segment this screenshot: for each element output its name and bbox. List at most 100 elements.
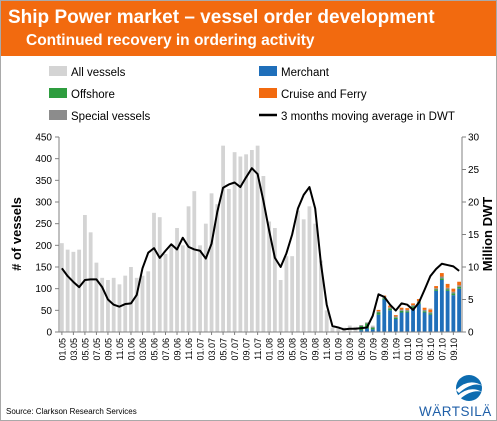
merchant-bar xyxy=(376,314,381,332)
special-vessels-bar xyxy=(445,287,450,290)
x-tick-label: 07.07 xyxy=(230,338,240,361)
all-vessels-bar xyxy=(232,152,237,332)
legend-swatch xyxy=(49,66,67,76)
all-vessels-bar xyxy=(134,277,139,332)
segment-stacked-bars xyxy=(359,273,462,332)
merchant-bar xyxy=(428,314,433,332)
y-tick-label: 150 xyxy=(35,263,52,274)
all-vessels-bar xyxy=(157,217,162,332)
x-tick-label: 07.09 xyxy=(368,338,378,361)
offshore-bar xyxy=(376,312,381,315)
x-tick-label: 05.05 xyxy=(80,338,90,361)
legend-item-special-vessels: Special vessels xyxy=(49,110,151,123)
special-vessels-bar xyxy=(439,276,444,279)
special-vessels-bar xyxy=(376,311,381,313)
merchant-bar xyxy=(359,330,364,332)
x-tick-label: 07.10 xyxy=(437,338,447,361)
y2-tick-label: 15 xyxy=(468,230,480,241)
y-tick-label: 400 xyxy=(35,154,52,165)
offshore-bar xyxy=(399,310,404,313)
y2-tick-label: 30 xyxy=(468,133,480,144)
y2-tick-label: 20 xyxy=(468,198,480,209)
merchant-bar xyxy=(399,312,404,332)
offshore-bar xyxy=(393,317,398,319)
legend-item-offshore: Offshore xyxy=(49,88,115,101)
legend-swatch xyxy=(259,88,277,98)
all-vessels-bar xyxy=(163,254,168,332)
all-vessels-bar xyxy=(83,215,87,332)
x-tick-label: 01.07 xyxy=(196,338,206,361)
x-tick-label: 01.10 xyxy=(403,338,413,361)
x-tick-label: 01.05 xyxy=(57,338,67,361)
offshore-bar xyxy=(370,327,375,330)
all-vessels-bar xyxy=(175,228,179,332)
x-tick-label: 11.09 xyxy=(391,338,401,360)
all-vessels-bar xyxy=(192,191,197,332)
x-tick-label: 03.10 xyxy=(414,338,424,361)
all-vessels-bar xyxy=(255,145,260,332)
offshore-bar xyxy=(411,306,415,309)
y-tick-label: 100 xyxy=(35,284,52,295)
x-tick-label: 03.06 xyxy=(138,338,148,361)
x-tick-label: 11.06 xyxy=(184,338,194,360)
x-tick-label: 07.05 xyxy=(92,338,102,361)
x-tick-label: 05.08 xyxy=(288,338,298,361)
legend-label: Special vessels xyxy=(71,111,151,123)
y2-tick-label: 0 xyxy=(468,328,474,339)
x-tick-label: 11.07 xyxy=(253,338,263,360)
merchant-bar xyxy=(393,319,398,332)
legend-label: Merchant xyxy=(281,67,330,79)
x-tick-label: 03.09 xyxy=(345,338,355,361)
y2-tick-label: 25 xyxy=(468,165,480,176)
all-vessels-bar xyxy=(221,145,225,332)
merchant-bar xyxy=(411,308,415,332)
x-tick-label: 01.09 xyxy=(334,338,344,361)
special-vessels-bar xyxy=(359,325,364,326)
x-tick-label: 03.07 xyxy=(207,338,217,361)
all-vessels-bar xyxy=(94,262,99,332)
x-tick-label: 01.08 xyxy=(265,338,275,361)
x-tick-label: 03.05 xyxy=(69,338,79,361)
merchant-bar xyxy=(445,290,450,332)
offshore-bar xyxy=(434,289,438,291)
cruise-ferry-bar xyxy=(399,307,404,310)
cruise-ferry-bar xyxy=(439,273,444,277)
merchant-bar xyxy=(388,310,392,332)
chart-axes: 0 50 100 150 200 250 300 350 400 450 0 5 10 15 20 25 30 0… xyxy=(35,133,479,361)
y-tick-label: 250 xyxy=(35,219,52,230)
cruise-ferry-bar xyxy=(451,288,456,292)
all-vessels-bar xyxy=(267,221,272,332)
all-vessels-bar xyxy=(100,277,105,332)
all-vessels-bar xyxy=(226,189,231,332)
legend-label: All vessels xyxy=(71,67,126,79)
offshore-bar xyxy=(428,313,433,315)
all-vessels-bar xyxy=(59,243,64,332)
offshore-bar xyxy=(388,308,392,311)
x-tick-label: 05.06 xyxy=(149,338,159,361)
special-vessels-bar xyxy=(428,312,433,314)
legend-label: 3 months moving average in DWT xyxy=(281,111,455,123)
x-tick-label: 09.07 xyxy=(242,338,252,361)
y-tick-label: 50 xyxy=(41,306,53,317)
all-vessels-bar xyxy=(296,210,300,332)
legend-label: Cruise and Ferry xyxy=(281,89,367,101)
x-tick-label: 05.09 xyxy=(357,338,367,361)
offshore-bar xyxy=(382,298,387,300)
moving-average-line xyxy=(61,167,460,331)
all-vessels-bar xyxy=(313,223,318,332)
y-tick-label: 350 xyxy=(35,176,52,187)
all-vessels-bar xyxy=(152,212,156,332)
cruise-ferry-bar xyxy=(388,305,392,308)
wartsila-logo: WÄRTSILÄ xyxy=(419,375,491,419)
y-tick-label: 450 xyxy=(35,133,52,144)
cruise-ferry-bar xyxy=(416,299,421,302)
special-vessels-bar xyxy=(365,322,369,324)
legend-label: Offshore xyxy=(71,89,115,101)
cruise-ferry-bar xyxy=(405,308,410,310)
all-vessels-bar xyxy=(249,150,254,332)
all-vessels-bar xyxy=(290,256,295,332)
merchant-bar xyxy=(457,288,462,332)
all-vessels-bar xyxy=(203,223,208,332)
